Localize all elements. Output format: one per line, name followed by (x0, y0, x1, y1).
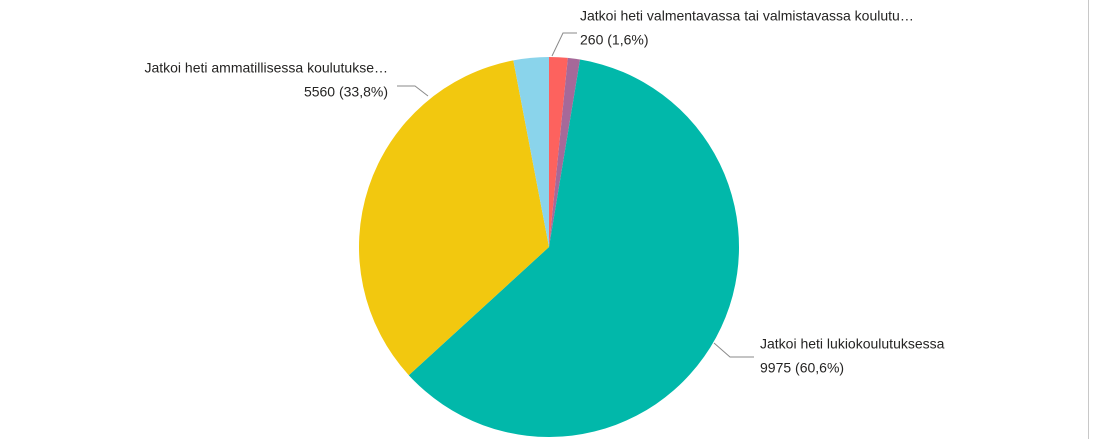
leader-line (551, 32, 577, 57)
slice-value-label: 5560 (33,8%) (304, 84, 388, 100)
leader-line (713, 342, 754, 358)
pie-slice (359, 60, 549, 376)
slice-label: Jatkoi heti valmentavassa tai valmistava… (580, 8, 914, 24)
slice-value-label: 9975 (60,6%) (760, 360, 844, 376)
leader-line (397, 85, 429, 97)
slice-value-label: 260 (1,6%) (580, 32, 648, 48)
pie-slice (513, 57, 549, 247)
pie-slice (408, 59, 739, 437)
slice-label: Jatkoi heti lukiokoulutuksessa (760, 336, 945, 352)
pie-slice (549, 57, 568, 247)
pie-slice (549, 57, 581, 248)
slice-label: Jatkoi heti ammatillisessa koulutukse… (144, 60, 388, 76)
